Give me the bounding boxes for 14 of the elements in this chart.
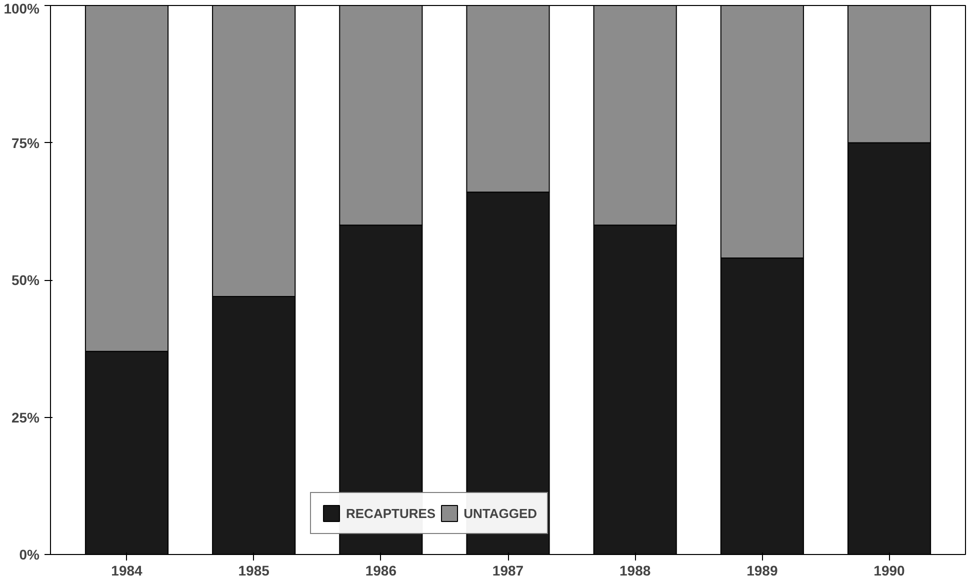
x-tick-label: 1986 [365,562,397,578]
y-tick-label: 0% [19,546,40,562]
x-tick-label: 1989 [746,562,778,578]
y-tick-label: 50% [11,272,40,288]
x-tick-label: 1990 [874,562,906,578]
y-tick-label: 100% [4,0,40,16]
legend-label: RECAPTURES [346,506,436,520]
x-tick-label: 1988 [620,562,651,578]
y-tick-label: 25% [11,409,40,426]
x-tick-label: 1987 [492,562,524,578]
y-tick-label: 75% [11,134,40,151]
x-tick-label: 1984 [111,562,143,578]
x-tick-label: 1985 [238,562,270,578]
legend-label: UNTAGGED [464,506,538,520]
